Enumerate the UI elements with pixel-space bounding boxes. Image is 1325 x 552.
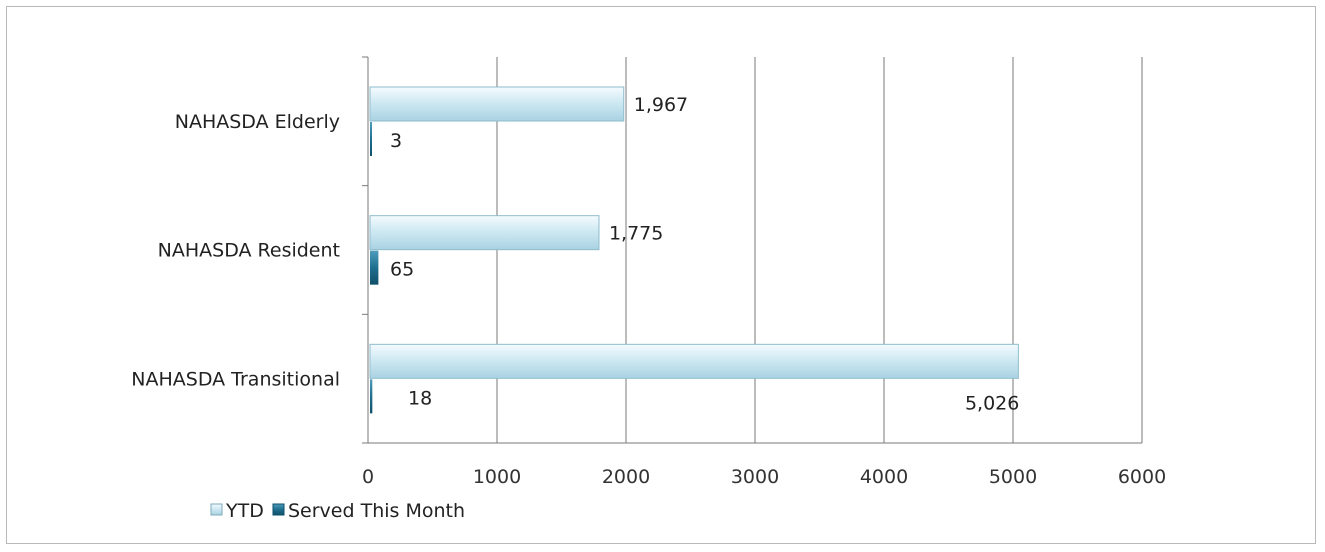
bar-served-this-month (370, 122, 372, 156)
category-label: NAHASDA Resident (158, 240, 340, 262)
data-label-served-this-month: 3 (390, 130, 402, 152)
x-tick-label: 0 (362, 466, 374, 488)
bar-served-this-month (370, 250, 379, 285)
bar-served-this-month (370, 379, 373, 414)
x-tick-label: 6000 (1118, 466, 1166, 488)
category-label: NAHASDA Transitional (131, 368, 340, 390)
x-tick-label: 1000 (473, 466, 521, 488)
legend-swatch-ytd (210, 503, 223, 516)
legend-label-served-this-month: Served This Month (288, 500, 465, 522)
x-tick-label: 3000 (731, 466, 779, 488)
legend-label-ytd: YTD (225, 500, 264, 522)
chart-container: 0 1000 2000 3000 4000 5000 6000 NAHASDA Elderly… (6, 6, 1316, 544)
x-tick-label: 4000 (860, 466, 908, 488)
bar-ytd (369, 215, 600, 251)
data-label-ytd: 1,967 (634, 94, 688, 116)
data-label-ytd: 1,775 (609, 223, 663, 245)
x-tick-label: 5000 (989, 466, 1037, 488)
bar-ytd (369, 343, 1019, 379)
data-label-served-this-month: 18 (408, 387, 432, 409)
data-label-ytd: 5,026 (965, 392, 1019, 414)
bar-chart: 0 1000 2000 3000 4000 5000 6000 NAHASDA Elderly… (131, 56, 1166, 522)
x-tick-label: 2000 (602, 466, 650, 488)
legend-swatch-served-this-month (272, 503, 285, 516)
category-label: NAHASDA Elderly (175, 111, 340, 133)
data-label-served-this-month: 65 (390, 259, 414, 281)
bar-ytd (369, 86, 625, 122)
